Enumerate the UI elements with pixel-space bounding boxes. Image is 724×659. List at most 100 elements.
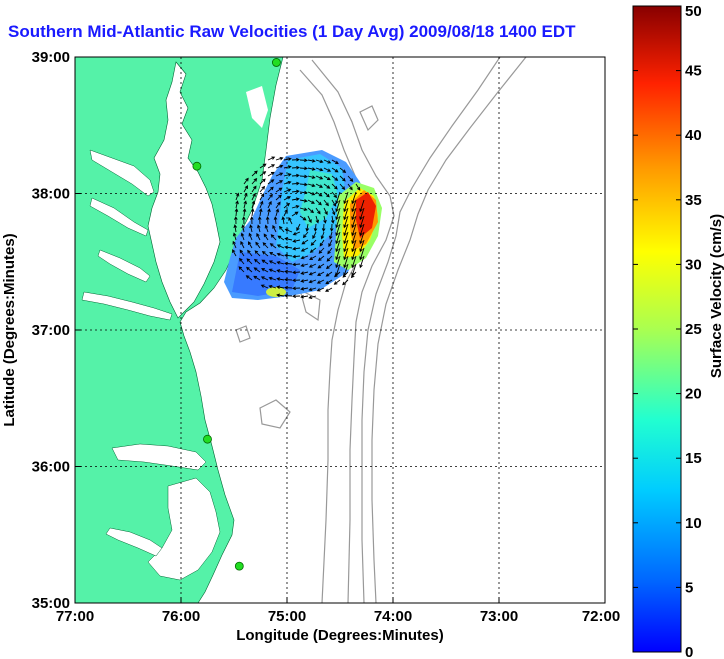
velocity-arrow xyxy=(308,279,317,284)
velocity-arrow xyxy=(276,285,285,289)
velocity-arrow xyxy=(251,170,258,177)
velocity-arrow xyxy=(276,293,285,298)
velocity-arrow xyxy=(307,159,316,163)
velocity-arrow xyxy=(325,279,333,285)
velocity-arrow xyxy=(292,231,301,236)
velocity-arrow xyxy=(323,207,328,216)
velocity-arrow xyxy=(268,260,277,265)
velocity-arrow xyxy=(291,189,300,194)
velocity-arrows xyxy=(232,156,365,299)
colorbar-ticks: 0 5 10 15 20 25 30 35 40 45 50 xyxy=(633,3,702,659)
pamlico-sound xyxy=(147,477,221,581)
potomac-river xyxy=(89,149,155,197)
velocity-arrow xyxy=(258,208,263,217)
velocity-arrow xyxy=(234,216,238,225)
velocity-arrow xyxy=(307,183,316,188)
velocity-arrow xyxy=(268,284,277,289)
velocity-arrow xyxy=(308,271,317,276)
velocity-arrow xyxy=(299,215,307,221)
velocity-arrow xyxy=(307,167,316,171)
colorbar-tick-label: 45 xyxy=(685,63,702,80)
velocity-arrow xyxy=(359,215,365,229)
velocity-arrow xyxy=(292,254,301,259)
velocity-arrow xyxy=(343,255,349,269)
velocity-arrow xyxy=(260,276,269,281)
velocity-arrow xyxy=(259,200,264,209)
velocity-arrow xyxy=(275,180,284,185)
velocity-arrow xyxy=(351,207,357,221)
velocity-arrow xyxy=(239,257,245,265)
velocity-arrow xyxy=(329,223,334,232)
bathymetry-contours xyxy=(235,57,527,603)
velocity-arrow xyxy=(315,159,324,164)
velocity-arrow xyxy=(328,239,333,248)
velocity-arrow xyxy=(316,287,325,292)
velocity-arrow xyxy=(235,192,240,201)
velocity-arrow xyxy=(355,183,361,191)
velocity-arrow xyxy=(359,231,365,245)
velocity-arrow xyxy=(351,199,357,213)
velocity-arrow xyxy=(329,231,333,240)
velocity-arrow xyxy=(292,246,301,251)
velocity-arrow xyxy=(335,223,341,237)
velocity-arrow xyxy=(325,271,333,277)
velocity-arrow xyxy=(291,211,299,217)
velocity-arrow xyxy=(335,247,341,261)
velocity-arrow xyxy=(292,239,301,243)
velocity-arrow xyxy=(313,223,318,232)
velocity-arrow xyxy=(343,231,349,245)
velocity-arrow xyxy=(259,193,265,201)
velocity-arrow xyxy=(268,276,277,281)
velocity-arrow xyxy=(331,199,337,207)
velocity-arrow xyxy=(300,263,309,268)
velocity-arrow xyxy=(335,231,341,245)
velocity-field-deep xyxy=(232,252,300,296)
velocity-arrow xyxy=(299,199,308,203)
velocity-arrow xyxy=(347,175,354,182)
pamlico-river xyxy=(105,527,163,557)
velocity-arrow xyxy=(272,224,277,233)
grid-lines xyxy=(75,57,605,603)
velocity-arrow xyxy=(323,175,331,181)
velocity-arrow xyxy=(307,199,315,204)
velocity-arrow xyxy=(241,224,245,233)
velocity-arrow xyxy=(267,164,276,169)
velocity-arrow xyxy=(253,258,261,265)
x-tick-label: 75:00 xyxy=(268,608,306,625)
velocity-arrow xyxy=(351,191,357,205)
velocity-arrow xyxy=(359,255,365,269)
velocity-arrow xyxy=(246,266,253,273)
velocity-arrow xyxy=(351,255,357,269)
velocity-arrow xyxy=(291,157,300,162)
colorbar-tick-label: 40 xyxy=(685,127,702,144)
velocity-arrow xyxy=(321,223,326,232)
velocity-arrow xyxy=(241,216,246,225)
velocity-arrow xyxy=(254,250,261,257)
velocity-arrow xyxy=(359,199,365,213)
velocity-arrow xyxy=(331,191,338,199)
velocity-arrow xyxy=(246,258,253,265)
velocity-arrow xyxy=(232,232,237,241)
velocity-arrow xyxy=(249,216,254,225)
velocity-arrow xyxy=(292,278,301,283)
velocity-arrow xyxy=(309,247,317,253)
velocity-arrow xyxy=(331,167,339,173)
velocity-arrow xyxy=(275,172,284,177)
y-tick-label: 39:00 xyxy=(32,49,70,66)
velocity-arrow xyxy=(276,260,285,265)
velocity-arrow xyxy=(238,266,245,273)
james-river xyxy=(81,291,173,321)
velocity-arrow xyxy=(283,157,292,161)
velocity-arrow xyxy=(333,279,341,285)
velocity-arrow xyxy=(339,175,346,182)
velocity-arrow xyxy=(267,171,275,177)
x-ticks xyxy=(74,597,606,603)
chesapeake-bay xyxy=(147,61,221,319)
york-river xyxy=(97,249,151,283)
velocity-arrow xyxy=(260,284,269,289)
velocity-arrow xyxy=(335,255,341,269)
velocity-arrow xyxy=(335,239,341,253)
velocity-arrow xyxy=(275,187,283,193)
velocity-arrow xyxy=(307,175,316,179)
